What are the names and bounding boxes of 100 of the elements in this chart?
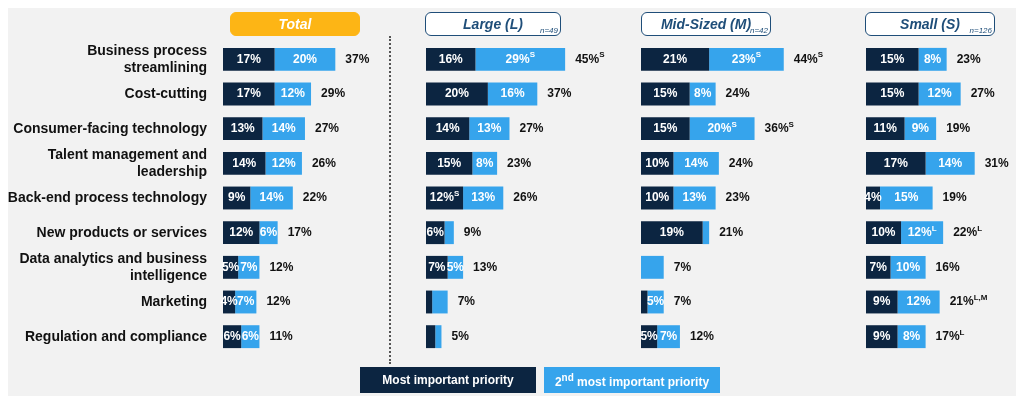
data-label: 9% xyxy=(873,294,891,309)
bar xyxy=(641,255,664,279)
text: Most important priority xyxy=(382,373,514,387)
data-label: 12% xyxy=(906,294,931,309)
bar xyxy=(426,290,433,314)
data-label: 15% xyxy=(437,155,462,170)
data-label: 6% xyxy=(223,328,242,343)
bar xyxy=(432,290,448,314)
data-label: 13% xyxy=(230,120,256,135)
chart-title: Total xyxy=(278,16,312,32)
y-tick-label: Cost-cutting xyxy=(124,84,207,101)
total-label: 27% xyxy=(519,120,544,135)
chart-title: Large (L) xyxy=(463,16,523,32)
bar xyxy=(641,221,703,245)
bar xyxy=(435,325,442,349)
data-label: 15% xyxy=(653,120,678,135)
data-label: 21% xyxy=(663,51,688,66)
data-label: 8% xyxy=(902,328,921,343)
data-label: 14% xyxy=(938,155,963,170)
bar xyxy=(475,47,566,71)
y-tick-label: Marketing xyxy=(140,292,207,309)
data-label: 13% xyxy=(682,190,707,205)
y-tick-label: Data analytics and business intelligence xyxy=(19,249,208,283)
bar xyxy=(444,221,454,245)
data-label: 10% xyxy=(871,224,896,239)
data-label: 9% xyxy=(911,120,930,135)
total-label: 26% xyxy=(311,155,337,170)
data-label: 7% xyxy=(659,328,678,343)
total-label: 23% xyxy=(725,190,750,205)
total-label: 12% xyxy=(689,328,715,343)
total-label: 37% xyxy=(547,86,572,101)
data-label: 12% xyxy=(280,86,306,101)
data-label: 15% xyxy=(880,86,905,101)
total-label: 27% xyxy=(314,120,340,135)
y-tick-label: Consumer-facing technology xyxy=(13,119,208,136)
total-label: 7% xyxy=(673,259,692,274)
data-label: 15% xyxy=(894,190,919,205)
data-label: 14% xyxy=(684,155,709,170)
data-label: 8% xyxy=(476,155,494,170)
chart-title: Small (S) xyxy=(900,16,960,32)
data-label: 5% xyxy=(646,294,665,309)
total-label: 17% xyxy=(287,224,312,239)
data-label: 19% xyxy=(659,224,685,239)
total-label: 5% xyxy=(451,328,470,343)
bar xyxy=(866,151,926,175)
data-label: 8% xyxy=(923,51,942,66)
data-label: 13% xyxy=(471,190,496,205)
total-label: 11% xyxy=(269,328,294,343)
data-label: 6% xyxy=(241,328,260,343)
total-label: 16% xyxy=(935,259,960,274)
text: 2$^{nd}$ most important priority xyxy=(554,371,710,389)
data-label: 12% xyxy=(271,155,297,170)
total-label: 7% xyxy=(673,294,692,309)
total-label: 12% xyxy=(269,259,294,274)
total-label: 23% xyxy=(956,51,981,66)
total-label: 26% xyxy=(513,190,538,205)
total-label: 7% xyxy=(457,294,476,309)
data-label: 10% xyxy=(896,259,921,274)
data-label: 7% xyxy=(869,259,888,274)
data-label: 7% xyxy=(240,259,258,274)
y-tick-label: New products or services xyxy=(36,223,208,240)
total-label: 37% xyxy=(345,51,370,66)
data-label: 6% xyxy=(259,224,278,239)
data-label: 15% xyxy=(880,51,905,66)
total-label: 23% xyxy=(507,155,532,170)
bar xyxy=(709,47,784,71)
data-label: 13% xyxy=(477,120,502,135)
chart-subtitle: n=49 xyxy=(539,26,558,35)
total-label: 12% xyxy=(266,294,291,309)
data-label: 10% xyxy=(645,155,670,170)
data-label: 9% xyxy=(227,190,246,205)
total-label: 31% xyxy=(984,155,1010,170)
data-label: 14% xyxy=(259,190,284,205)
total-label: 22% xyxy=(302,190,328,205)
total-label: 29% xyxy=(321,86,346,101)
data-label: 9% xyxy=(873,328,891,343)
data-label: 17% xyxy=(236,86,262,101)
chart-subtitle: n=126 xyxy=(969,26,992,35)
bar xyxy=(641,47,710,71)
data-label: 16% xyxy=(500,86,525,101)
data-label: 11% xyxy=(873,120,898,135)
y-tick-label: Talent management and leadership xyxy=(47,145,207,179)
data-label: 17% xyxy=(236,51,262,66)
y-tick-label: Business process streamlining xyxy=(87,41,208,75)
data-label: 7% xyxy=(237,294,255,309)
data-label: 8% xyxy=(693,86,712,101)
bar xyxy=(702,221,710,245)
data-label: 14% xyxy=(232,155,257,170)
y-tick-label: Regulation and compliance xyxy=(24,327,208,344)
data-label: 20% xyxy=(292,51,318,66)
total-label: 9% xyxy=(463,224,482,239)
data-label: 20% xyxy=(444,86,470,101)
total-label: 21% xyxy=(719,224,744,239)
total-label: 19% xyxy=(942,190,967,205)
data-label: 14% xyxy=(271,120,297,135)
total-label: 24% xyxy=(725,86,750,101)
data-label: 12% xyxy=(927,86,952,101)
total-label: 27% xyxy=(970,86,996,101)
data-label: 17% xyxy=(883,155,909,170)
data-label: 10% xyxy=(645,190,670,205)
